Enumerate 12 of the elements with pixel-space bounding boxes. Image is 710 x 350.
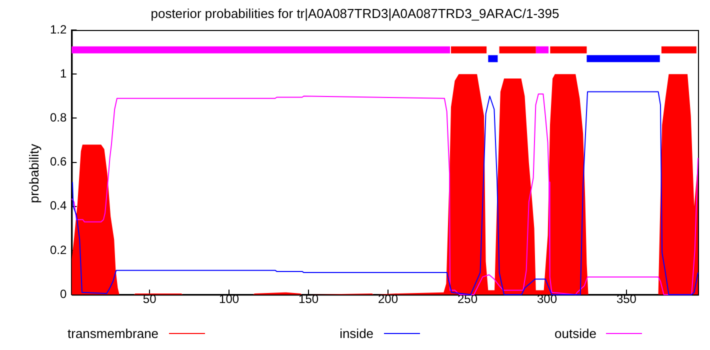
y-axis-title: probability — [26, 144, 42, 204]
y-tick-label: 0.2 — [50, 242, 67, 257]
y-tick-label: 1.2 — [50, 22, 67, 36]
legend-label: transmembrane — [68, 326, 159, 341]
legend-label: inside — [340, 326, 374, 341]
y-tick-label: 0 — [60, 286, 67, 301]
y-tick-label: 0.6 — [50, 154, 67, 169]
y-tick-label: 0.8 — [50, 110, 67, 125]
y-tick-label: 0.4 — [50, 198, 67, 213]
legend-label: outside — [554, 326, 596, 341]
chart-title: posterior probabilities for tr|A0A087TRD3|A0A087TRD3_9ARAC/1-395 — [150, 6, 560, 21]
y-tick-label: 1 — [60, 66, 67, 80]
